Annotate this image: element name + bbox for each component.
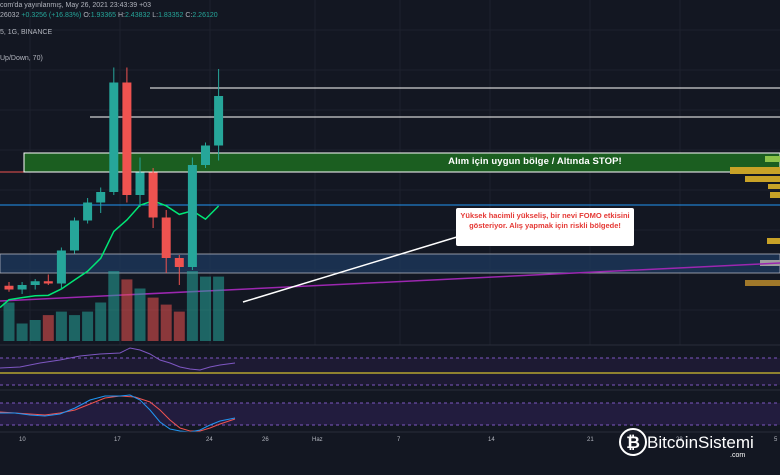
volume-bar — [186, 271, 198, 341]
ohlc-readout: 26032 +0.3256 (+16.83%) O:1.93365 H:2.43… — [0, 12, 218, 19]
brand-domain: .com — [730, 452, 746, 459]
symbol-info[interactable]: 5, 1G, BINANCE — [0, 29, 53, 36]
candle[interactable] — [201, 142, 210, 169]
candle-body — [122, 82, 132, 195]
volume-bar — [147, 297, 159, 341]
volume-bar — [95, 302, 107, 341]
moving-average-line[interactable] — [0, 200, 220, 309]
candle[interactable] — [109, 67, 119, 196]
candle[interactable] — [161, 210, 171, 273]
moving-average — [0, 200, 220, 309]
x-tick-label: 26 — [262, 437, 269, 443]
bitcoin-logo-icon: ₿ — [619, 428, 647, 456]
candle[interactable] — [148, 168, 158, 228]
x-tick-label: Haz — [312, 437, 323, 443]
volume-bar — [55, 311, 67, 341]
close-value: 2.26120 — [192, 12, 218, 19]
candle-body — [43, 281, 53, 284]
callout-pointer-line — [242, 232, 471, 303]
price-change: +0.3256 (+16.83%) — [21, 12, 82, 19]
volume-bar — [69, 315, 80, 341]
volume-bar — [134, 288, 146, 341]
candle-body — [96, 192, 106, 203]
candle-body — [17, 285, 27, 290]
volume-bar — [29, 320, 41, 341]
candle-body — [30, 281, 40, 285]
candle[interactable] — [70, 217, 79, 254]
x-tick-label: 7 — [397, 437, 401, 443]
x-tick-label: 17 — [114, 437, 121, 443]
candle[interactable] — [30, 279, 40, 290]
x-tick-label: 5 — [774, 437, 778, 443]
buy-zone-rect[interactable] — [23, 152, 780, 173]
candle-body — [109, 82, 119, 192]
volume-bars — [3, 271, 225, 341]
x-tick-label: 14 — [488, 437, 495, 443]
candle[interactable] — [56, 247, 66, 289]
volume-bar — [16, 323, 28, 341]
indicator-pane-1 — [0, 347, 780, 386]
candle-body — [56, 250, 66, 284]
indicator-info[interactable]: Up/Down, 70) — [0, 55, 43, 62]
candle-body — [135, 172, 145, 195]
brand-name: BitcoinSistemi — [647, 432, 754, 452]
candle[interactable] — [43, 274, 53, 286]
candle[interactable] — [187, 157, 197, 271]
candle-body — [174, 258, 184, 267]
candle[interactable] — [17, 282, 27, 294]
candle-body — [214, 96, 224, 146]
candle-body — [161, 217, 171, 258]
candle-body — [148, 172, 158, 218]
candle[interactable] — [4, 282, 14, 292]
volume-bar — [121, 279, 133, 341]
indicator-pane-2 — [0, 394, 780, 433]
candle-body — [83, 202, 93, 221]
volume-bar — [200, 276, 211, 341]
candlesticks[interactable] — [4, 67, 224, 295]
candle[interactable] — [96, 187, 106, 214]
volume-bar — [108, 271, 120, 341]
volume-bar — [173, 311, 185, 341]
candle-body — [70, 220, 79, 251]
candle-body — [201, 145, 210, 165]
candle-body — [4, 285, 14, 290]
x-tick-label: 21 — [587, 437, 594, 443]
x-tick-label: 24 — [206, 437, 213, 443]
buy-zone-label: Alım için uygun bölge / Altında STOP! — [448, 156, 622, 167]
volume-bar — [42, 315, 54, 341]
ohlc-prefix: 26032 — [0, 12, 20, 19]
volume-bar — [82, 311, 94, 341]
candle[interactable] — [135, 157, 145, 208]
x-tick-label: 28 — [676, 437, 683, 443]
published-info: com'da yayınlanmış, May 26, 2021 23:43:3… — [0, 2, 151, 9]
volume-bar — [160, 304, 172, 341]
fomo-callout[interactable]: Yüksek hacimli yükseliş, bir nevi FOMO e… — [456, 208, 634, 246]
candle[interactable] — [174, 255, 184, 285]
brand-watermark: BitcoinSistemi .com — [617, 424, 754, 460]
volume-bar — [213, 276, 225, 341]
open-value: 1.93365 — [90, 12, 117, 19]
volume-bar — [3, 302, 15, 341]
low-value: 1.83352 — [158, 12, 184, 19]
candle[interactable] — [122, 67, 132, 203]
candle[interactable] — [83, 198, 93, 224]
svg-text:₿: ₿ — [626, 433, 640, 452]
high-value: 2.43832 — [124, 12, 151, 19]
candle-body — [187, 165, 197, 267]
x-tick-label: 10 — [19, 437, 26, 443]
candle[interactable] — [214, 69, 224, 161]
